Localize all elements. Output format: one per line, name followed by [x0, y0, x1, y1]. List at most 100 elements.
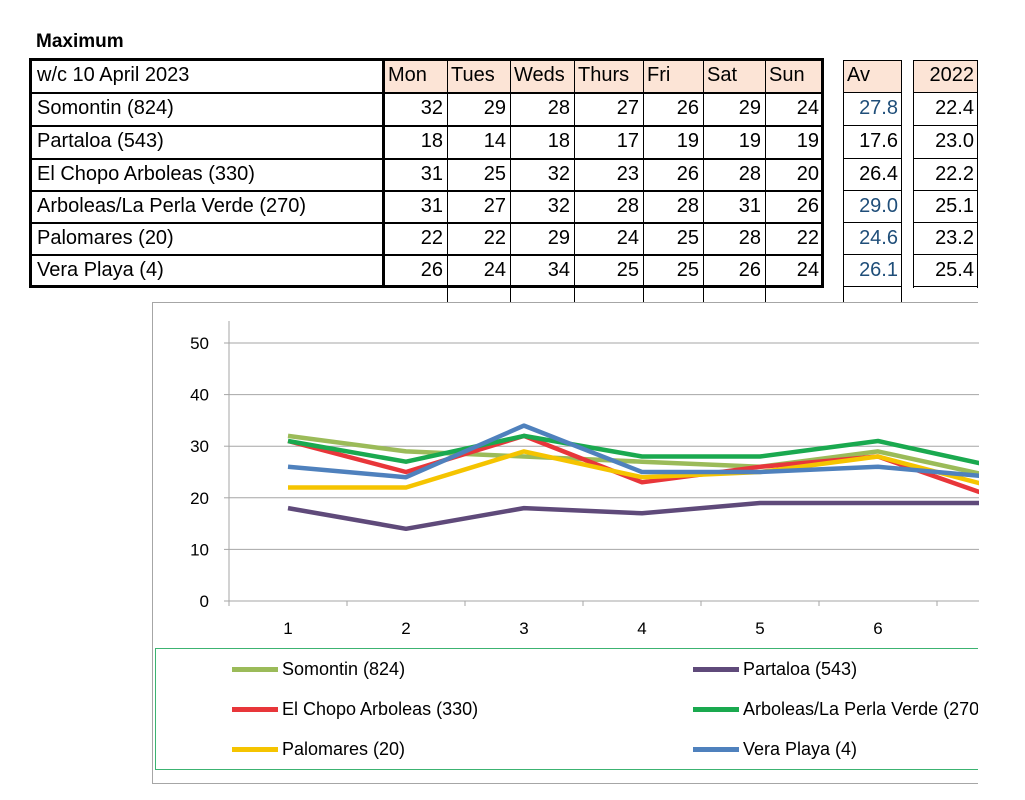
- legend-entry: Arboleas/La Perla Verde (270): [693, 699, 978, 720]
- series-line: [287, 433, 979, 476]
- av-border-right: [901, 60, 902, 302]
- day-value: 20: [796, 163, 819, 185]
- prev-row-divider: [913, 92, 978, 93]
- y-tick-label: 0: [200, 592, 209, 611]
- row-divider: [29, 158, 824, 160]
- av-row-divider: [843, 92, 901, 93]
- day-header: Weds: [510, 60, 574, 92]
- day-value: 31: [420, 195, 443, 217]
- chart-frame: 0 10 20 30 40 50 1 2 3 4 5 6: [152, 302, 979, 784]
- average-value: 24.6: [859, 227, 898, 249]
- prev-border-top: [913, 60, 978, 61]
- table-title: Maximum: [36, 31, 124, 52]
- day-value: 28: [547, 97, 570, 119]
- day-value: 29: [547, 227, 570, 249]
- day-value: 22: [420, 227, 443, 249]
- previous-year-value: 23.2: [935, 227, 974, 249]
- prev-border-right: [977, 60, 978, 288]
- day-header: Thurs: [574, 60, 643, 92]
- prev-row-divider: [913, 222, 978, 223]
- station-name: Palomares (20): [37, 227, 174, 249]
- legend-entry: Partaloa (543): [693, 659, 857, 680]
- day-value: 19: [738, 130, 761, 152]
- legend-swatch: [693, 707, 739, 712]
- average-value: 26.1: [859, 259, 898, 281]
- prev-row-divider: [913, 190, 978, 191]
- av-row-divider: [843, 254, 901, 255]
- average-value: 17.6: [859, 130, 898, 152]
- prev-border-left: [913, 60, 914, 288]
- legend-label: Palomares (20): [282, 739, 406, 759]
- day-value: 26: [676, 97, 699, 119]
- column-divider: [510, 60, 511, 302]
- day-value: 25: [483, 163, 506, 185]
- av-row-divider: [843, 158, 901, 159]
- av-row-divider: [843, 125, 901, 126]
- station-name: El Chopo Arboleas (330): [37, 163, 255, 185]
- day-value: 31: [420, 163, 443, 185]
- legend-label: Arboleas/La Perla Verde (270): [743, 699, 978, 719]
- day-value: 27: [483, 195, 506, 217]
- x-tick-label: 5: [755, 619, 764, 638]
- day-value: 22: [796, 227, 819, 249]
- average-header: Av: [843, 60, 902, 92]
- day-value: 32: [420, 97, 443, 119]
- day-value: 34: [547, 259, 570, 281]
- day-value: 32: [547, 163, 570, 185]
- week-label: w/c 10 April 2023: [37, 64, 190, 86]
- day-value: 27: [616, 97, 639, 119]
- day-value: 28: [676, 195, 699, 217]
- legend-entry: Somontin (824): [232, 659, 405, 680]
- day-value: 28: [616, 195, 639, 217]
- previous-year-value: 22.4: [935, 97, 974, 119]
- row-divider: [29, 222, 824, 224]
- day-value: 18: [420, 130, 443, 152]
- table-border-top: [29, 58, 824, 61]
- previous-year-header: 2022: [913, 60, 978, 92]
- series-line: [287, 433, 979, 466]
- legend-entry: El Chopo Arboleas (330): [232, 699, 478, 720]
- y-tick-label: 10: [190, 540, 209, 559]
- column-divider: [447, 60, 448, 302]
- day-value: 18: [547, 130, 570, 152]
- day-value: 25: [676, 259, 699, 281]
- day-value: 17: [616, 130, 639, 152]
- day-value: 31: [738, 195, 761, 217]
- table-border-bottom: [29, 285, 824, 288]
- prev-row-divider: [913, 254, 978, 255]
- column-divider: [765, 60, 766, 302]
- x-tick-label: 1: [283, 619, 292, 638]
- previous-year-value: 23.0: [935, 130, 974, 152]
- day-value: 29: [483, 97, 506, 119]
- y-tick-label: 20: [190, 489, 209, 508]
- legend-label: Partaloa (543): [743, 659, 858, 679]
- day-value: 29: [738, 97, 761, 119]
- station-name: Arboleas/La Perla Verde (270): [37, 195, 307, 217]
- day-value: 26: [796, 195, 819, 217]
- row-divider: [29, 190, 824, 192]
- station-name: Partaloa (543): [37, 130, 164, 152]
- x-tick-label: 4: [637, 619, 646, 638]
- y-tick-label: 30: [190, 437, 209, 456]
- legend-swatch: [232, 747, 278, 752]
- table-border-left: [29, 58, 32, 288]
- x-tick-label: 3: [519, 619, 528, 638]
- day-value: 25: [676, 227, 699, 249]
- day-value: 26: [738, 259, 761, 281]
- column-divider: [703, 60, 704, 302]
- av-border-top: [843, 60, 901, 61]
- av-row-divider: [843, 222, 901, 223]
- legend-swatch: [693, 667, 739, 672]
- day-value: 22: [483, 227, 506, 249]
- table-border-right: [821, 58, 824, 288]
- day-value: 24: [483, 259, 506, 281]
- legend-entry: Palomares (20): [232, 739, 405, 760]
- av-border-left: [843, 60, 844, 302]
- y-tick-label: 50: [190, 334, 209, 353]
- row-divider: [29, 254, 824, 256]
- row-divider: [29, 125, 824, 127]
- day-value: 26: [676, 163, 699, 185]
- previous-year-value: 25.1: [935, 195, 974, 217]
- x-tick-label: 6: [873, 619, 882, 638]
- legend-entry: Vera Playa (4): [693, 739, 857, 760]
